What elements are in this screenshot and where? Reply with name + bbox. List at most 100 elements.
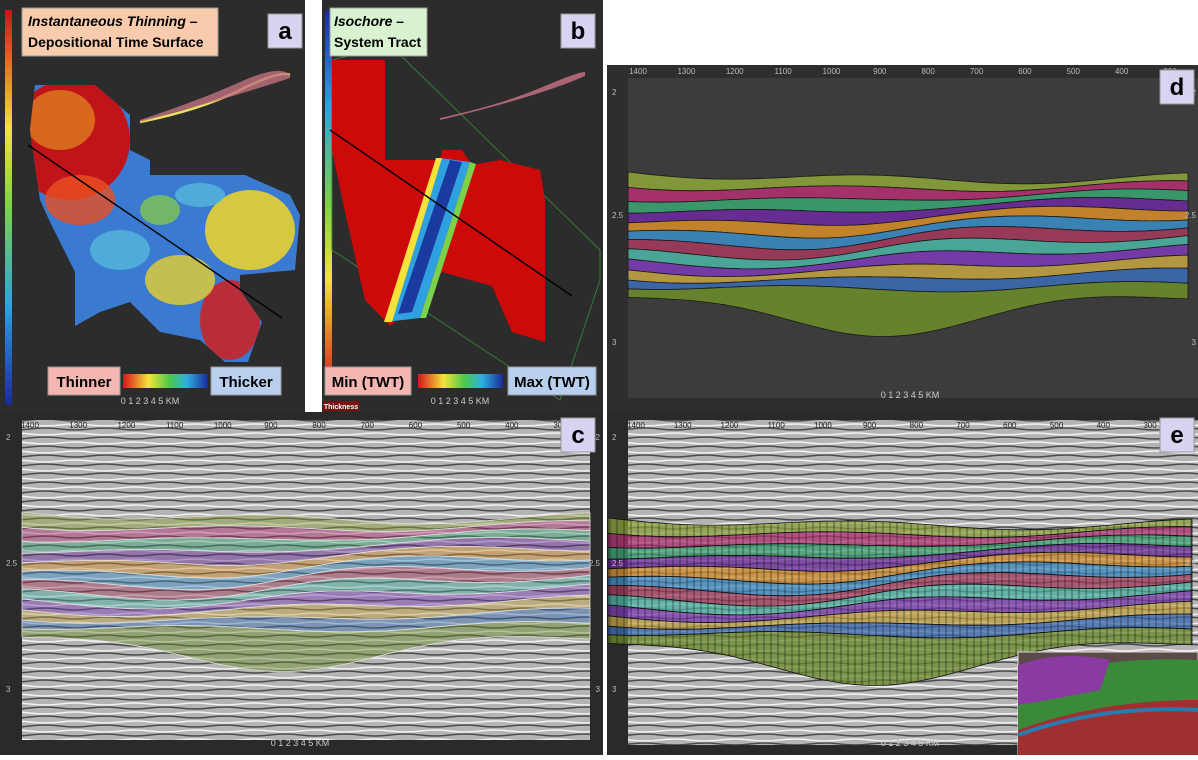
x-tick-label: 500 bbox=[1050, 421, 1064, 430]
y-tick-label: 2 bbox=[596, 433, 601, 442]
horizon-layers bbox=[21, 511, 591, 672]
x-tick-label: 400 bbox=[1115, 67, 1129, 76]
x-tick-label: 1200 bbox=[117, 421, 135, 430]
panel-c: 1400 1300 1200 1100 1000 900 800 700 600 500 400 30… bbox=[0, 412, 603, 755]
x-tick-label: 800 bbox=[922, 67, 936, 76]
seismic-section bbox=[22, 420, 590, 740]
x-tick-label: 1000 bbox=[823, 67, 841, 76]
x-tick-label: 1200 bbox=[726, 67, 744, 76]
x-tick-label: 800 bbox=[910, 421, 924, 430]
x-tick-label: 1400 bbox=[627, 421, 645, 430]
x-tick-label: 1000 bbox=[214, 421, 232, 430]
x-tick-label: 700 bbox=[956, 421, 970, 430]
axis-ticks: 1400 1300 1200 1100 1000 900 800 700 600 500 400 30… bbox=[6, 421, 601, 694]
scale-bar: 0 1 2 3 4 5 KM bbox=[271, 738, 330, 748]
legend-ramp bbox=[123, 374, 208, 388]
label-box bbox=[1159, 417, 1195, 453]
x-tick-label: 300 bbox=[553, 421, 567, 430]
panel-title: System Tract bbox=[334, 34, 421, 50]
y-tick-label: 3 bbox=[612, 338, 617, 347]
panel-label: b bbox=[571, 18, 586, 45]
x-tick-label: 1100 bbox=[768, 421, 786, 430]
x-tick-label: 1400 bbox=[629, 67, 647, 76]
x-tick-label: 600 bbox=[1003, 421, 1017, 430]
x-tick-label: 800 bbox=[312, 421, 326, 430]
x-tick-label: 400 bbox=[505, 421, 519, 430]
panel-title: Isochore – bbox=[334, 13, 404, 29]
x-tick-label: 1200 bbox=[721, 421, 739, 430]
y-tick-label: 3 bbox=[612, 685, 617, 694]
panel-title: Instantaneous Thinning – bbox=[28, 13, 198, 29]
y-tick-label: 3 bbox=[6, 685, 11, 694]
x-tick-label: 1300 bbox=[674, 421, 692, 430]
x-tick-label: 300 bbox=[1143, 421, 1157, 430]
legend-box bbox=[210, 366, 282, 396]
x-tick-label: 700 bbox=[361, 421, 375, 430]
title-box bbox=[329, 7, 428, 57]
layer bbox=[627, 281, 1189, 337]
layer bbox=[21, 621, 591, 672]
panel-e: 1400 1300 1200 1100 1000 900 800 700 600 500 400 30… bbox=[607, 412, 1198, 756]
x-tick-label: 1000 bbox=[814, 421, 832, 430]
x-tick-label: 1300 bbox=[677, 67, 695, 76]
legend-box bbox=[324, 366, 412, 396]
y-tick-label: 2.5 bbox=[612, 559, 624, 568]
x-tick-label: 500 bbox=[457, 421, 471, 430]
panel-label: c bbox=[571, 422, 584, 449]
x-tick-label: 500 bbox=[1067, 67, 1081, 76]
y-tick-label: 2 bbox=[612, 88, 617, 97]
x-tick-label: 600 bbox=[409, 421, 423, 430]
panel-title: Depositional Time Surface bbox=[28, 34, 204, 50]
horizon-layers bbox=[607, 517, 1193, 686]
panel-b: Isochore – System Tract b Min (TWT) Max … bbox=[322, 0, 603, 412]
colorbar bbox=[5, 10, 12, 405]
panel-label: a bbox=[278, 18, 292, 45]
scale-bar: 0 1 2 3 4 5 KM bbox=[881, 390, 940, 400]
y-tick-label: 2.5 bbox=[612, 211, 624, 220]
layer bbox=[607, 627, 1193, 686]
panel-label: d bbox=[1170, 74, 1185, 101]
label-box bbox=[267, 13, 303, 49]
y-tick-label: 2.5 bbox=[1185, 211, 1197, 220]
scale-bar: 0 1 2 3 4 5 KM bbox=[431, 396, 490, 406]
y-tick-label: 3 bbox=[1192, 338, 1197, 347]
y-tick-label: 2 bbox=[6, 433, 11, 442]
x-tick-label: 1400 bbox=[21, 421, 39, 430]
y-tick-label: 3 bbox=[596, 685, 601, 694]
x-tick-label: 400 bbox=[1097, 421, 1111, 430]
x-tick-label: 900 bbox=[863, 421, 877, 430]
horizon-layers bbox=[627, 171, 1189, 337]
x-tick-label: 700 bbox=[970, 67, 984, 76]
x-tick-label: 1300 bbox=[69, 421, 87, 430]
label-box bbox=[1159, 69, 1195, 105]
3d-inset bbox=[1017, 651, 1198, 756]
colorbar-tag-box bbox=[323, 401, 359, 411]
y-tick-label: 2 bbox=[612, 433, 617, 442]
y-tick-label: 2.5 bbox=[589, 559, 601, 568]
label-box bbox=[560, 13, 596, 49]
legend-min: Thinner bbox=[57, 374, 112, 391]
x-tick-label: 900 bbox=[264, 421, 278, 430]
x-tick-label: 900 bbox=[873, 67, 887, 76]
scale-bar: 0 1 2 3 4 5 KM bbox=[881, 738, 940, 748]
colorbar-tag: Thickness bbox=[324, 404, 358, 411]
legend-max: Max (TWT) bbox=[514, 374, 590, 391]
legend-box bbox=[507, 366, 597, 396]
scale-bar: 0 1 2 3 4 5 KM bbox=[121, 396, 180, 406]
panel-d: 1400 1300 1200 1100 1000 900 800 700 600 500 400 3 0… bbox=[607, 65, 1198, 412]
panel-label: e bbox=[1170, 422, 1183, 449]
legend-min: Min (TWT) bbox=[332, 374, 404, 391]
axis-ticks: 1400 1300 1200 1100 1000 900 800 700 600 500 400 30… bbox=[612, 421, 1197, 694]
x-tick-label: 600 bbox=[1018, 67, 1032, 76]
legend-box bbox=[47, 366, 121, 396]
title-box bbox=[21, 7, 219, 57]
y-tick-label: 2.5 bbox=[1185, 559, 1197, 568]
label-box bbox=[560, 417, 596, 453]
colorbar bbox=[325, 10, 332, 395]
panel-a: Instantaneous Thinning – Depositional Ti… bbox=[0, 0, 305, 412]
x-tick-label: 1100 bbox=[166, 421, 184, 430]
legend-ramp bbox=[418, 374, 503, 388]
y-tick-label: 2.5 bbox=[6, 559, 18, 568]
legend-max: Thicker bbox=[219, 374, 273, 391]
